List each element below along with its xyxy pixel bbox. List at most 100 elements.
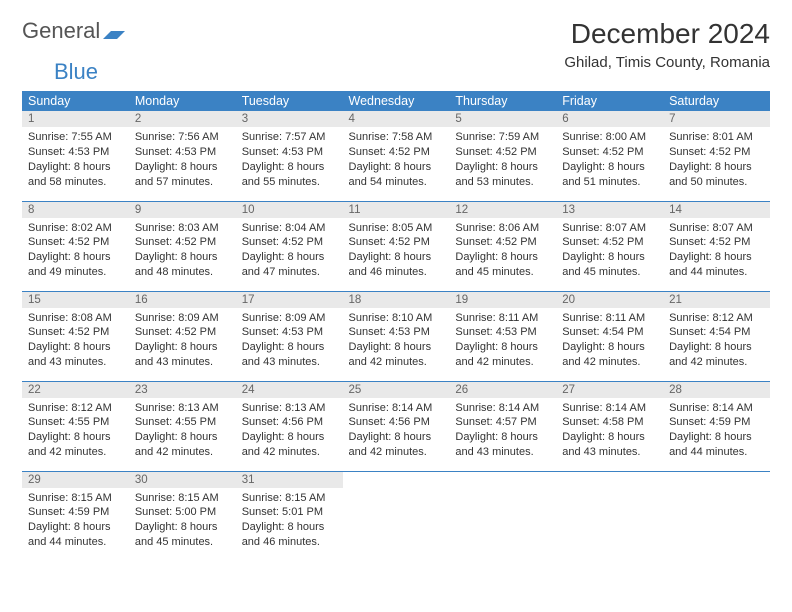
- weekday-head: Tuesday: [236, 91, 343, 111]
- sunrise-line: Sunrise: 8:14 AM: [349, 401, 444, 416]
- sunset-line: Sunset: 4:55 PM: [135, 415, 230, 430]
- sunrise-line: Sunrise: 8:13 AM: [242, 401, 337, 416]
- daylight-line: Daylight: 8 hours and 57 minutes.: [135, 160, 230, 190]
- calendar-cell: 25 Sunrise: 8:14 AMSunset: 4:56 PMDayligh…: [343, 381, 450, 471]
- day-body: Sunrise: 8:09 AMSunset: 4:53 PMDaylight:…: [236, 308, 343, 376]
- calendar-row: 22Sunrise: 8:12 AMSunset: 4:55 PMDayligh…: [22, 381, 770, 471]
- day-body: Sunrise: 8:11 AMSunset: 4:53 PMDaylight:…: [449, 308, 556, 376]
- sunset-line: Sunset: 4:52 PM: [455, 145, 550, 160]
- sunrise-line: Sunrise: 8:00 AM: [562, 130, 657, 145]
- day-body: Sunrise: 7:59 AMSunset: 4:52 PMDaylight:…: [449, 127, 556, 195]
- sunset-line: Sunset: 4:55 PM: [28, 415, 123, 430]
- sunrise-line: Sunrise: 8:14 AM: [669, 401, 764, 416]
- sunset-line: Sunset: 5:00 PM: [135, 505, 230, 520]
- sunrise-line: Sunrise: 8:14 AM: [455, 401, 550, 416]
- daylight-line: Daylight: 8 hours and 45 minutes.: [455, 250, 550, 280]
- daylight-line: Daylight: 8 hours and 46 minutes.: [349, 250, 444, 280]
- calendar-cell: 30Sunrise: 8:15 AMSunset: 5:00 PMDayligh…: [129, 471, 236, 561]
- day-body: Sunrise: 8:07 AMSunset: 4:52 PMDaylight:…: [556, 218, 663, 286]
- sunset-line: Sunset: 4:52 PM: [349, 145, 444, 160]
- day-body: Sunrise: 8:12 AMSunset: 4:54 PMDaylight:…: [663, 308, 770, 376]
- day-body: Sunrise: 8:02 AMSunset: 4:52 PMDaylight:…: [22, 218, 129, 286]
- day-body: Sunrise: 8:00 AMSunset: 4:52 PMDaylight:…: [556, 127, 663, 195]
- daylight-line: Daylight: 8 hours and 50 minutes.: [669, 160, 764, 190]
- day-number: 22: [22, 382, 129, 398]
- sunrise-line: Sunrise: 8:15 AM: [135, 491, 230, 506]
- day-body: Sunrise: 8:15 AMSunset: 5:00 PMDaylight:…: [129, 488, 236, 556]
- day-number: 21: [663, 292, 770, 308]
- sunrise-line: Sunrise: 8:14 AM: [562, 401, 657, 416]
- calendar-cell: 26Sunrise: 8:14 AMSunset: 4:57 PMDayligh…: [449, 381, 556, 471]
- calendar-cell: 24 Sunrise: 8:13 AMSunset: 4:56 PMDayligh…: [236, 381, 343, 471]
- calendar-cell: 11Sunrise: 8:05 AMSunset: 4:52 PMDayligh…: [343, 201, 450, 291]
- logo-text-a: General: [22, 18, 100, 44]
- calendar-cell: 27Sunrise: 8:14 AMSunset: 4:58 PMDayligh…: [556, 381, 663, 471]
- daylight-line: Daylight: 8 hours and 42 minutes.: [349, 430, 444, 460]
- day-number: 29: [22, 472, 129, 488]
- sunrise-line: Sunrise: 8:09 AM: [135, 311, 230, 326]
- calendar-cell: 10Sunrise: 8:04 AMSunset: 4:52 PMDayligh…: [236, 201, 343, 291]
- day-number: 31: [236, 472, 343, 488]
- sunset-line: Sunset: 4:52 PM: [562, 145, 657, 160]
- calendar-cell: 14Sunrise: 8:07 AMSunset: 4:52 PMDayligh…: [663, 201, 770, 291]
- calendar-cell: 28Sunrise: 8:14 AMSunset: 4:59 PMDayligh…: [663, 381, 770, 471]
- sunset-line: Sunset: 4:53 PM: [349, 325, 444, 340]
- sunset-line: Sunset: 4:52 PM: [135, 325, 230, 340]
- daylight-line: Daylight: 8 hours and 45 minutes.: [562, 250, 657, 280]
- day-number: 27: [556, 382, 663, 398]
- daylight-line: Daylight: 8 hours and 42 minutes.: [562, 340, 657, 370]
- calendar-cell: 12Sunrise: 8:06 AMSunset: 4:52 PMDayligh…: [449, 201, 556, 291]
- sunrise-line: Sunrise: 8:08 AM: [28, 311, 123, 326]
- sunrise-line: Sunrise: 8:02 AM: [28, 221, 123, 236]
- calendar-table: Sunday Monday Tuesday Wednesday Thursday…: [22, 91, 770, 561]
- day-number: 8: [22, 202, 129, 218]
- calendar-row: 1Sunrise: 7:55 AMSunset: 4:53 PMDaylight…: [22, 111, 770, 201]
- day-body: Sunrise: 8:04 AMSunset: 4:52 PMDaylight:…: [236, 218, 343, 286]
- sunrise-line: Sunrise: 8:15 AM: [242, 491, 337, 506]
- day-number: 18: [343, 292, 450, 308]
- day-body: Sunrise: 8:11 AMSunset: 4:54 PMDaylight:…: [556, 308, 663, 376]
- sunrise-line: Sunrise: 8:12 AM: [28, 401, 123, 416]
- daylight-line: Daylight: 8 hours and 42 minutes.: [135, 430, 230, 460]
- daylight-line: Daylight: 8 hours and 43 minutes.: [28, 340, 123, 370]
- sunset-line: Sunset: 4:52 PM: [669, 145, 764, 160]
- daylight-line: Daylight: 8 hours and 46 minutes.: [242, 520, 337, 550]
- daylight-line: Daylight: 8 hours and 42 minutes.: [349, 340, 444, 370]
- sunset-line: Sunset: 4:58 PM: [562, 415, 657, 430]
- day-body: Sunrise: 8:13 AMSunset: 4:55 PMDaylight:…: [129, 398, 236, 466]
- daylight-line: Daylight: 8 hours and 55 minutes.: [242, 160, 337, 190]
- day-number: 28: [663, 382, 770, 398]
- calendar-cell: 4Sunrise: 7:58 AMSunset: 4:52 PMDaylight…: [343, 111, 450, 201]
- day-number: 24: [236, 382, 343, 398]
- sunset-line: Sunset: 4:52 PM: [562, 235, 657, 250]
- sunset-line: Sunset: 4:56 PM: [242, 415, 337, 430]
- sunset-line: Sunset: 4:53 PM: [28, 145, 123, 160]
- weekday-head: Sunday: [22, 91, 129, 111]
- day-number: 4: [343, 111, 450, 127]
- sunrise-line: Sunrise: 8:03 AM: [135, 221, 230, 236]
- day-body: Sunrise: 8:14 AMSunset: 4:59 PMDaylight:…: [663, 398, 770, 466]
- daylight-line: Daylight: 8 hours and 44 minutes.: [669, 250, 764, 280]
- daylight-line: Daylight: 8 hours and 48 minutes.: [135, 250, 230, 280]
- sunset-line: Sunset: 4:53 PM: [242, 325, 337, 340]
- calendar-cell: 21Sunrise: 8:12 AMSunset: 4:54 PMDayligh…: [663, 291, 770, 381]
- day-number: 6: [556, 111, 663, 127]
- day-body: Sunrise: 8:05 AMSunset: 4:52 PMDaylight:…: [343, 218, 450, 286]
- logo-text-b: Blue: [54, 59, 792, 85]
- daylight-line: Daylight: 8 hours and 42 minutes.: [242, 430, 337, 460]
- calendar-cell: 29Sunrise: 8:15 AMSunset: 4:59 PMDayligh…: [22, 471, 129, 561]
- day-number: 20: [556, 292, 663, 308]
- sunrise-line: Sunrise: 8:04 AM: [242, 221, 337, 236]
- day-number: 1: [22, 111, 129, 127]
- sunset-line: Sunset: 4:53 PM: [242, 145, 337, 160]
- calendar-cell: 20Sunrise: 8:11 AMSunset: 4:54 PMDayligh…: [556, 291, 663, 381]
- sunrise-line: Sunrise: 8:05 AM: [349, 221, 444, 236]
- sunrise-line: Sunrise: 8:11 AM: [455, 311, 550, 326]
- sunset-line: Sunset: 4:56 PM: [349, 415, 444, 430]
- logo-arrow-icon: [103, 23, 125, 39]
- day-number: 25: [343, 382, 450, 398]
- logo: General: [22, 18, 125, 44]
- sunrise-line: Sunrise: 8:07 AM: [669, 221, 764, 236]
- day-body: Sunrise: 8:10 AMSunset: 4:53 PMDaylight:…: [343, 308, 450, 376]
- day-body: Sunrise: 7:58 AMSunset: 4:52 PMDaylight:…: [343, 127, 450, 195]
